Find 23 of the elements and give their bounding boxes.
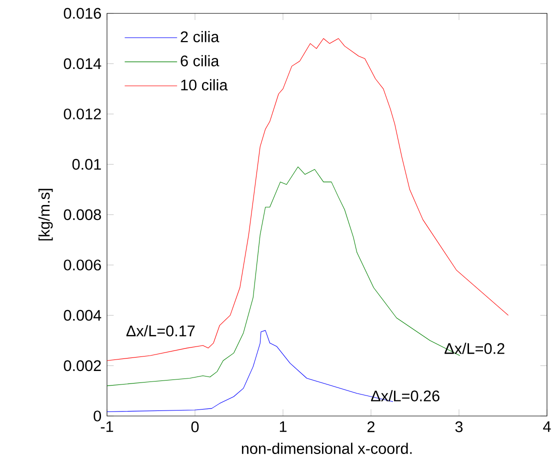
annotation: Δx/L=0.2 (444, 342, 504, 354)
y-tick-label: 0.012 (64, 108, 101, 120)
x-tick-label: 1 (280, 421, 287, 432)
y-tick-label: 0.002 (64, 360, 101, 372)
y-tick-label: 0 (94, 410, 102, 422)
y-axis-title: [kg/m.s] (38, 188, 53, 240)
annotation: Δx/L=0.26 (371, 390, 440, 402)
x-tick-label: 4 (543, 421, 551, 432)
legend-label: 10 cilia (181, 79, 228, 90)
y-tick-label: 0.014 (64, 58, 102, 70)
annotation: Δx/L=0.17 (126, 325, 195, 336)
x-tick-label: 2 (368, 421, 374, 432)
x-tick-label: 3 (455, 421, 463, 432)
y-tick-label: 0.004 (64, 310, 102, 321)
x-tick-label: 0 (191, 421, 199, 432)
x-tick-label: -1 (100, 421, 114, 432)
y-tick-label: 0.01 (72, 158, 101, 170)
y-tick-label: 0.006 (64, 260, 101, 270)
y-tick-label: 0.016 (64, 8, 101, 19)
legend-label: 2 cilia (180, 31, 220, 42)
x-axis-title: non-dimensional x-coord. (242, 442, 412, 454)
y-tick-label: 0.008 (64, 209, 101, 220)
legend-label: 6 cilia (180, 55, 220, 66)
